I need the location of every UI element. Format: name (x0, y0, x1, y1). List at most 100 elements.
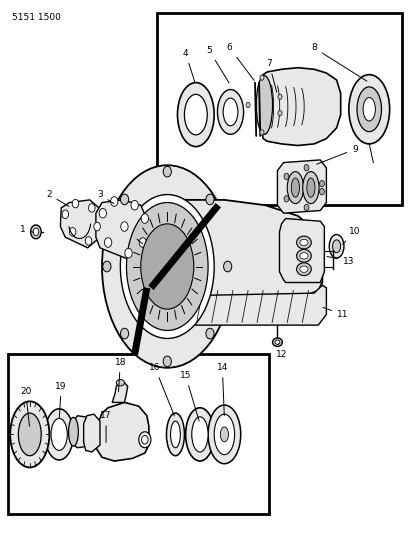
Ellipse shape (120, 194, 129, 205)
Ellipse shape (18, 413, 41, 456)
Ellipse shape (208, 405, 241, 464)
Ellipse shape (284, 173, 289, 180)
Ellipse shape (186, 408, 214, 461)
Ellipse shape (278, 94, 282, 100)
Ellipse shape (33, 228, 39, 236)
Polygon shape (96, 200, 149, 259)
Ellipse shape (206, 194, 214, 205)
Ellipse shape (349, 75, 390, 144)
Ellipse shape (142, 435, 148, 444)
Ellipse shape (139, 432, 151, 448)
Polygon shape (279, 219, 324, 282)
Ellipse shape (363, 98, 375, 121)
Text: 18: 18 (115, 358, 126, 392)
Ellipse shape (45, 409, 73, 460)
Ellipse shape (125, 248, 132, 258)
Ellipse shape (141, 224, 194, 309)
Ellipse shape (103, 261, 111, 272)
Text: 9: 9 (317, 145, 358, 164)
Ellipse shape (223, 98, 238, 126)
Ellipse shape (291, 178, 299, 197)
Text: 5151 1500: 5151 1500 (12, 13, 61, 22)
Ellipse shape (246, 102, 250, 108)
Text: 4: 4 (183, 49, 195, 83)
Ellipse shape (329, 235, 344, 258)
Ellipse shape (256, 76, 273, 134)
Ellipse shape (51, 418, 67, 450)
Ellipse shape (304, 165, 309, 171)
Ellipse shape (131, 200, 138, 210)
Ellipse shape (85, 237, 92, 245)
Polygon shape (112, 383, 128, 402)
Ellipse shape (177, 83, 214, 147)
Text: 13: 13 (327, 256, 355, 265)
Text: 2: 2 (46, 190, 69, 206)
Ellipse shape (10, 401, 49, 467)
Ellipse shape (120, 328, 129, 339)
Text: 15: 15 (180, 372, 199, 421)
Ellipse shape (192, 417, 208, 452)
Ellipse shape (121, 222, 128, 231)
Ellipse shape (89, 204, 95, 212)
Text: 1: 1 (20, 225, 33, 233)
Ellipse shape (126, 203, 208, 330)
Ellipse shape (304, 204, 309, 211)
Text: 14: 14 (217, 364, 228, 416)
Ellipse shape (116, 379, 124, 386)
Ellipse shape (69, 417, 78, 446)
Ellipse shape (214, 414, 235, 455)
Ellipse shape (171, 421, 180, 448)
Ellipse shape (287, 172, 304, 204)
Ellipse shape (357, 87, 381, 132)
Ellipse shape (166, 413, 184, 456)
Ellipse shape (184, 94, 207, 135)
Ellipse shape (300, 266, 308, 272)
Ellipse shape (273, 338, 282, 346)
Ellipse shape (94, 222, 100, 231)
Ellipse shape (303, 172, 319, 204)
Polygon shape (73, 416, 96, 448)
Polygon shape (259, 68, 341, 146)
Text: 19: 19 (55, 382, 67, 418)
Ellipse shape (102, 165, 233, 368)
Ellipse shape (300, 253, 308, 259)
Ellipse shape (297, 263, 311, 276)
Ellipse shape (319, 180, 324, 187)
Ellipse shape (99, 208, 106, 218)
Text: 10: 10 (343, 228, 361, 244)
Polygon shape (60, 200, 102, 248)
Ellipse shape (224, 261, 232, 272)
Ellipse shape (163, 166, 171, 177)
Polygon shape (145, 200, 322, 301)
Polygon shape (175, 285, 326, 325)
Text: 3: 3 (97, 190, 114, 204)
Ellipse shape (307, 178, 315, 197)
Ellipse shape (319, 189, 324, 195)
Ellipse shape (104, 238, 112, 247)
Ellipse shape (300, 239, 308, 246)
Ellipse shape (141, 214, 149, 223)
Polygon shape (84, 414, 100, 452)
Text: 7: 7 (266, 60, 277, 92)
Ellipse shape (297, 236, 311, 249)
Ellipse shape (120, 195, 214, 338)
Ellipse shape (139, 238, 146, 247)
Ellipse shape (260, 130, 264, 135)
Bar (157, 13, 402, 205)
Ellipse shape (163, 356, 171, 367)
Polygon shape (277, 160, 326, 213)
Text: 8: 8 (311, 44, 367, 81)
Ellipse shape (284, 196, 289, 202)
Ellipse shape (62, 210, 69, 219)
Text: 20: 20 (20, 387, 31, 426)
Ellipse shape (297, 249, 311, 262)
Ellipse shape (111, 197, 118, 206)
Text: 12: 12 (276, 344, 287, 359)
Text: 16: 16 (149, 364, 174, 416)
Text: 17: 17 (100, 411, 112, 442)
Text: 5: 5 (206, 46, 229, 83)
Ellipse shape (217, 90, 244, 134)
Ellipse shape (278, 110, 282, 116)
Ellipse shape (220, 427, 228, 442)
Ellipse shape (31, 225, 41, 239)
